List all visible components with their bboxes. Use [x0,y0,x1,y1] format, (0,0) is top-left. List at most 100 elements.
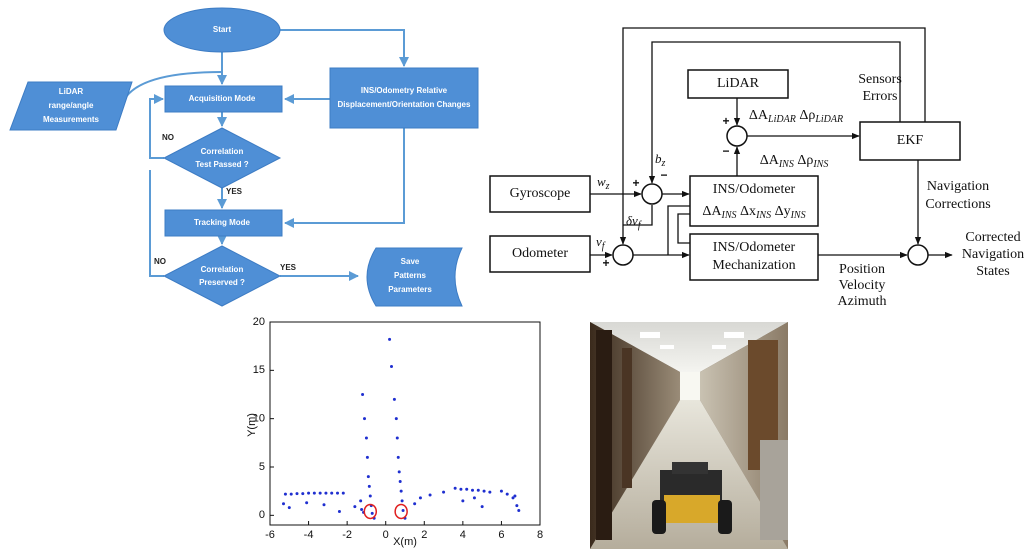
corridor-photo [590,322,788,549]
y-tick-label: 10 [253,413,265,425]
point [454,487,457,490]
block-diagram: LiDAR EKF Gyroscope INS/Odometer ΔAINS Δ… [490,28,1024,309]
x-tick-label: 2 [421,529,427,541]
annotation: ΔAINS ΔρINS [760,153,829,170]
point [513,495,516,498]
sum-junction [908,245,928,265]
point [307,492,310,495]
point [398,470,401,473]
point [342,492,345,495]
label-part: ΔA [702,204,722,219]
y-tick-label: 5 [259,461,265,473]
point [336,492,339,495]
sum-junction [613,245,633,265]
edge-label: YES [280,263,297,272]
subscript: f [602,241,606,252]
edge-label: NO [154,257,166,266]
decision-node [164,128,280,188]
point [388,338,391,341]
sign: + [632,176,639,190]
sign: − [722,144,729,158]
edge-label: YES [226,187,243,196]
point [296,492,299,495]
sign: − [660,168,667,182]
node-label: Start [213,25,232,34]
point [515,504,518,507]
point [324,492,327,495]
block-label: Gyroscope [510,186,571,201]
point [363,417,366,420]
point [365,437,368,440]
node-label: range/angle [49,101,94,110]
point [330,492,333,495]
point [371,512,374,515]
point [319,492,322,495]
node-label: Tracking Mode [194,218,251,227]
point [402,509,405,512]
point [359,499,362,502]
x-axis-label: X(m) [393,536,417,548]
subscript: INS [812,159,828,170]
node-label: Test Passed ? [195,160,248,169]
annotation: bz [655,151,666,169]
annotation: Velocity [839,278,886,293]
node-label: Measurements [43,115,100,124]
point [401,499,404,502]
point [284,493,287,496]
point [369,495,372,498]
node-label: INS/Odometry Relative [361,86,448,95]
subscript: LiDAR [814,114,843,125]
y-tick-label: 15 [253,364,265,376]
flow-arrow [285,128,404,223]
point [360,508,363,511]
block-label: LiDAR [717,76,760,91]
label-part: Δy [771,204,791,219]
annotation: ΔALiDAR ΔρLiDAR [749,108,843,125]
point [506,493,509,496]
annotation: Azimuth [838,294,887,309]
block-label: EKF [897,133,924,148]
subscript: z [661,158,666,169]
x-tick-label: 8 [537,529,543,541]
point [459,488,462,491]
x-tick-label: 0 [383,529,389,541]
decision-node [164,246,280,306]
point [395,417,398,420]
point [368,485,371,488]
y-tick-label: 20 [253,316,265,328]
subscript: f [638,220,642,231]
point [483,490,486,493]
sign: + [602,256,609,270]
annotation: Position [839,262,885,277]
point [282,502,285,505]
point [367,475,370,478]
node-label: Displacement/Orientation Changes [338,100,471,109]
block-label: Odometer [512,246,568,261]
node-label: Correlation [201,147,244,156]
edge-label: NO [162,133,174,142]
point [500,490,503,493]
point [517,509,520,512]
node-label: Save [401,257,420,266]
point [400,490,403,493]
figure: Start LiDAR range/angle Measurements Acq… [0,0,1030,549]
flowchart: Start LiDAR range/angle Measurements Acq… [10,8,478,306]
sum-junction [727,126,747,146]
point [413,502,416,505]
subscript: INS [755,210,771,221]
subscript: INS [778,159,794,170]
point [488,491,491,494]
annotation: wz [597,174,610,192]
x-tick-label: 6 [498,529,504,541]
point [338,510,341,513]
point [429,494,432,497]
node-label: Parameters [388,285,432,294]
point [290,493,293,496]
y-tick-label: 0 [259,509,265,521]
point [396,437,399,440]
subscript: INS [790,210,806,221]
node-label: Patterns [394,271,427,280]
x-tick-label: -6 [265,529,275,541]
point [465,488,468,491]
plot-frame [270,322,540,525]
